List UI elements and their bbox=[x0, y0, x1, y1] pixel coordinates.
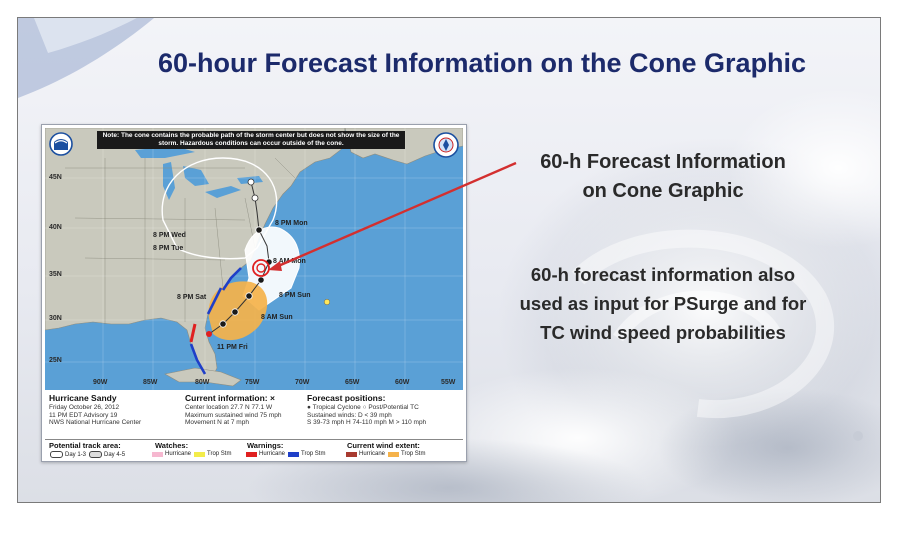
storm-info: Hurricane Sandy Friday October 26, 2012 … bbox=[49, 393, 141, 427]
forecast-point-label: 8 PM Sat bbox=[177, 294, 207, 301]
noaa-logo-icon bbox=[49, 132, 73, 156]
watches-legend: Hurricane Trop Stm bbox=[149, 451, 231, 457]
lon-label: 65W bbox=[345, 379, 360, 386]
forecast-point-label: 8 AM Sun bbox=[261, 314, 293, 321]
land-cuba bbox=[164, 367, 242, 387]
nws-logo-icon bbox=[433, 132, 459, 158]
legend-day13: Day 1-3 bbox=[65, 451, 87, 458]
legend-day45: Day 4-5 bbox=[104, 451, 126, 458]
warnings-heading: Warnings: bbox=[247, 441, 284, 450]
callout-title-line: 60-h Forecast Information bbox=[540, 151, 786, 173]
trop-storm-wind-swatch bbox=[388, 451, 400, 457]
cone-graphic: Note: The cone contains the probable pat… bbox=[41, 124, 467, 462]
forecast-positions-heading: Forecast positions: bbox=[307, 393, 386, 403]
callout-body: 60-h forecast information also used as i… bbox=[493, 260, 833, 347]
forecast-point-label: 8 PM Tue bbox=[153, 245, 184, 252]
lon-label: 90W bbox=[93, 379, 108, 386]
lat-label: 40N bbox=[49, 224, 62, 231]
map-svg bbox=[45, 128, 463, 390]
callout-body-line: 60-h forecast information also bbox=[530, 264, 796, 285]
storm-name: Hurricane Sandy bbox=[49, 393, 117, 403]
trop-storm-watch-swatch bbox=[194, 451, 206, 457]
watches-heading: Watches: bbox=[155, 441, 189, 450]
post-tc-marker bbox=[323, 298, 331, 306]
current-info-heading: Current information: × bbox=[185, 393, 275, 403]
forecast-point-label: 8 AM Mon bbox=[273, 258, 306, 265]
legend-trop-storm-warning: Trop Stm bbox=[301, 451, 326, 457]
trop-storm-warning-swatch bbox=[288, 451, 300, 457]
hurricane-wind-swatch bbox=[346, 451, 357, 457]
hurricane-warning-swatch bbox=[246, 451, 257, 457]
slide: 60-hour Forecast Information on the Cone… bbox=[17, 17, 881, 503]
track-area-heading: Potential track area: bbox=[49, 441, 121, 450]
forecast-positions-line: S 39-73 mph H 74-110 mph M > 110 mph bbox=[307, 419, 427, 426]
wind-extent-heading: Current wind extent: bbox=[347, 441, 420, 450]
callout-body-line: TC wind speed probabilities bbox=[540, 322, 786, 343]
legend-hurricane-warning: Hurricane bbox=[259, 451, 286, 457]
lon-label: 70W bbox=[295, 379, 310, 386]
lat-label: 35N bbox=[49, 271, 62, 278]
hurricane-watch-swatch bbox=[152, 451, 163, 457]
corner-swoosh bbox=[18, 18, 155, 98]
forecast-map: Note: The cone contains the probable pat… bbox=[45, 128, 463, 390]
warnings-legend: Hurricane Trop Stm bbox=[243, 451, 325, 457]
forecast-point-label: 11 PM Fri bbox=[217, 344, 248, 351]
callout-title: 60-h Forecast Information on Cone Graphi… bbox=[493, 148, 833, 206]
lon-label: 80W bbox=[195, 379, 210, 386]
lon-label: 85W bbox=[143, 379, 158, 386]
wind-extent-legend: Hurricane Trop Stm bbox=[343, 451, 425, 457]
current-info-line: Center location 27.7 N 77.1 W bbox=[185, 404, 273, 411]
highlight-ring-inner bbox=[256, 263, 266, 273]
lon-label: 55W bbox=[441, 379, 456, 386]
legend-hurricane-watch: Hurricane bbox=[165, 451, 192, 457]
warning-coast-blue bbox=[189, 267, 242, 375]
cone-day-4-5 bbox=[161, 157, 278, 260]
legend-panel: Potential track area: Watches: Warnings:… bbox=[45, 439, 463, 460]
warning-coast-red bbox=[189, 323, 197, 343]
cone-note: Note: The cone contains the probable pat… bbox=[97, 131, 405, 149]
legend-hurricane-wind: Hurricane bbox=[359, 451, 386, 457]
callout-body-line: used as input for PSurge and for bbox=[519, 293, 807, 314]
lon-label: 60W bbox=[395, 379, 410, 386]
lat-label: 25N bbox=[49, 357, 62, 364]
legend-trop-storm-wind: Trop Stm bbox=[401, 451, 426, 457]
forecast-positions: Forecast positions: ● Tropical Cyclone ○… bbox=[307, 393, 426, 427]
issuing-center: NWS National Hurricane Center bbox=[49, 419, 142, 426]
lat-label: 45N bbox=[49, 174, 62, 181]
forecast-point-label: 8 PM Wed bbox=[153, 232, 186, 239]
current-info: Current information: × Center location 2… bbox=[185, 393, 281, 427]
lat-label: 30N bbox=[49, 315, 62, 322]
current-info-line: Movement N at 7 mph bbox=[185, 419, 249, 426]
storm-advisory: 11 PM EDT Advisory 19 bbox=[49, 411, 118, 419]
satellite-cloud-background bbox=[248, 88, 880, 502]
legend-trop-storm-watch: Trop Stm bbox=[207, 451, 232, 457]
forecast-point-label: 8 PM Mon bbox=[275, 220, 308, 227]
day45-cone-icon bbox=[89, 451, 103, 458]
day13-cone-icon bbox=[50, 451, 63, 458]
current-info-line: Maximum sustained wind 75 mph bbox=[185, 411, 282, 419]
forecast-positions-line: ● Tropical Cyclone ○ Post/Potential TC bbox=[307, 404, 419, 411]
current-position bbox=[206, 331, 212, 337]
callout-title-line: on Cone Graphic bbox=[582, 180, 744, 202]
slide-title: 60-hour Forecast Information on the Cone… bbox=[158, 48, 807, 78]
forecast-point-label: 8 PM Sun bbox=[279, 292, 311, 299]
storm-date: Friday October 26, 2012 bbox=[49, 404, 120, 411]
track-area-legend: Day 1-3 Day 4-5 bbox=[47, 451, 125, 458]
info-panel: Hurricane Sandy Friday October 26, 2012 … bbox=[45, 391, 463, 439]
lon-label: 75W bbox=[245, 379, 260, 386]
forecast-positions-line: Sustained winds: D < 39 mph bbox=[307, 411, 392, 419]
